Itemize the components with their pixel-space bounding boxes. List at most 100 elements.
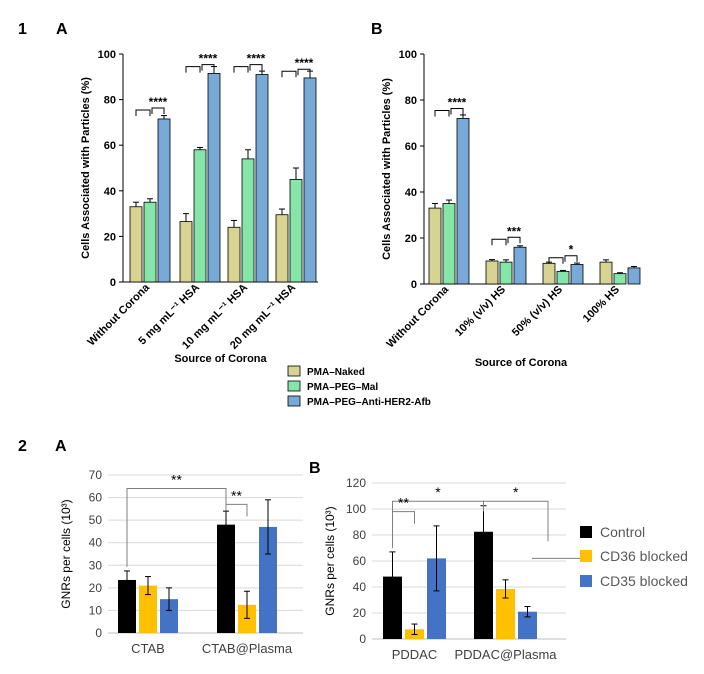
bar bbox=[428, 207, 442, 285]
y-tick-label: 40 bbox=[104, 186, 116, 198]
sig-bracket bbox=[151, 107, 165, 114]
sig-bracket bbox=[507, 236, 521, 244]
sig-label: **** bbox=[247, 52, 266, 66]
bar bbox=[613, 273, 627, 285]
bar bbox=[160, 599, 178, 633]
panel-label-1b: B bbox=[371, 21, 383, 38]
legend-bottom-label-control: Control bbox=[600, 524, 645, 540]
y-tick-label: 0 bbox=[411, 279, 417, 291]
legend-bottom-swatch-control bbox=[580, 526, 592, 538]
sig-bracket bbox=[249, 64, 263, 71]
bar bbox=[129, 206, 143, 283]
bar bbox=[241, 158, 255, 283]
y-axis-title: GNRs per cells (10³) bbox=[59, 499, 73, 608]
chart-1a: 0 20 40 60 80 100 Cells Associated with Partic… bbox=[80, 49, 318, 365]
y-tick-label: 40 bbox=[405, 187, 417, 199]
sig-label: **** bbox=[199, 52, 218, 66]
bar bbox=[485, 260, 499, 285]
y-tick-label: 60 bbox=[353, 554, 367, 568]
sig-bracket bbox=[548, 257, 564, 264]
y-tick-label: 100 bbox=[346, 502, 366, 516]
panel-label-1: 1 bbox=[18, 21, 27, 38]
legend-bottom-label-cd35: CD35 blocked bbox=[600, 573, 688, 589]
y-axis-title: Cells Associated with Particles (%) bbox=[381, 78, 393, 260]
y-tick-label: 60 bbox=[89, 491, 103, 505]
x-tick-label: 50% (v/v) HS bbox=[510, 284, 565, 339]
y-tick-label: 120 bbox=[346, 476, 366, 490]
panel-label-1a: A bbox=[56, 21, 68, 38]
sig-label: ** bbox=[171, 472, 182, 488]
bar bbox=[427, 558, 446, 639]
bar bbox=[139, 585, 157, 633]
bar bbox=[143, 201, 157, 283]
sig-bracket bbox=[233, 66, 249, 73]
y-tick-label: 70 bbox=[89, 468, 103, 482]
bar bbox=[303, 77, 317, 283]
y-tick-label: 0 bbox=[359, 632, 366, 646]
sig-label: * bbox=[435, 484, 441, 500]
y-axis-title: GNRs per cells (10³) bbox=[323, 506, 337, 615]
sig-bracket bbox=[297, 68, 311, 76]
bar bbox=[499, 261, 513, 285]
y-tick-label: 80 bbox=[353, 528, 367, 542]
legend-top-swatch-mal bbox=[287, 380, 301, 392]
sig-bracket bbox=[225, 503, 248, 517]
x-tick-label: Without Corona bbox=[384, 283, 451, 350]
bar bbox=[193, 149, 207, 283]
y-tick-label: 0 bbox=[110, 277, 116, 289]
y-tick-label: 20 bbox=[405, 233, 417, 245]
sig-label: **** bbox=[149, 95, 168, 109]
y-tick-label: 30 bbox=[89, 558, 103, 572]
legend-bottom-label-cd36: CD36 blocked bbox=[600, 548, 688, 564]
bar bbox=[496, 588, 515, 639]
x-tick-label: 10% (v/v) HS bbox=[453, 284, 508, 339]
sig-label: * bbox=[569, 243, 574, 257]
y-tick-label: 20 bbox=[353, 606, 367, 620]
legend-bottom-swatch-cd36 bbox=[580, 550, 592, 562]
sig-bracket bbox=[434, 110, 450, 117]
sig-label: ** bbox=[231, 487, 242, 503]
legend-top: PMA–Naked PMA–PEG–Mal PMA–PEG–Anti-HER2-… bbox=[287, 365, 431, 408]
bar bbox=[289, 178, 303, 283]
bar bbox=[179, 221, 193, 283]
bar bbox=[255, 74, 269, 283]
legend-bottom: Control CD36 blocked CD35 blocked bbox=[580, 524, 688, 589]
y-tick-label: 40 bbox=[89, 536, 103, 550]
bar bbox=[217, 524, 235, 633]
legend-top-label-mal: PMA–PEG–Mal bbox=[307, 382, 378, 393]
chart-2b: 0 20 40 60 80 100 120 GNRs per cells (10³) PDDAC… bbox=[323, 476, 580, 662]
bar bbox=[275, 214, 289, 283]
bar bbox=[627, 267, 641, 285]
bar bbox=[542, 262, 556, 285]
panel-label-2: 2 bbox=[18, 438, 27, 455]
bar bbox=[259, 526, 277, 633]
y-tick-label: 80 bbox=[405, 95, 417, 107]
y-axis-title: Cells Associated with Particles (%) bbox=[80, 77, 92, 259]
y-tick-label: 40 bbox=[353, 580, 367, 594]
bar bbox=[513, 246, 527, 285]
y-tick-label: 50 bbox=[89, 513, 103, 527]
y-tick-label: 0 bbox=[95, 626, 102, 640]
bar bbox=[238, 604, 256, 633]
legend-top-swatch-naked bbox=[287, 365, 301, 377]
x-tick-label: PDDAC bbox=[392, 647, 438, 662]
sig-bracket bbox=[450, 108, 464, 115]
bar bbox=[227, 226, 241, 283]
sig-bracket bbox=[483, 500, 549, 542]
sig-label: **** bbox=[448, 96, 467, 110]
y-tick-label: 60 bbox=[405, 141, 417, 153]
y-tick-label: 20 bbox=[104, 231, 116, 243]
sig-bracket bbox=[126, 488, 227, 567]
x-tick-label: 100% HS bbox=[581, 284, 622, 325]
x-tick-label: CTAB@Plasma bbox=[202, 641, 293, 656]
bar bbox=[456, 118, 470, 285]
legend-top-label-naked: PMA–Naked bbox=[307, 367, 365, 378]
x-axis-title: Source of Corona bbox=[174, 353, 267, 365]
y-tick-label: 80 bbox=[104, 95, 116, 107]
y-tick-label: 100 bbox=[399, 49, 417, 61]
bar bbox=[599, 261, 613, 285]
chart-2a: 0 10 20 30 40 50 60 70 GNRs per cells (10³) CTAB C… bbox=[59, 468, 303, 656]
bar bbox=[157, 118, 171, 283]
chart-1b: 0 20 40 60 80 100 Cells Associated with Partic… bbox=[381, 49, 641, 369]
x-tick-label: PDDAC@Plasma bbox=[454, 647, 557, 662]
